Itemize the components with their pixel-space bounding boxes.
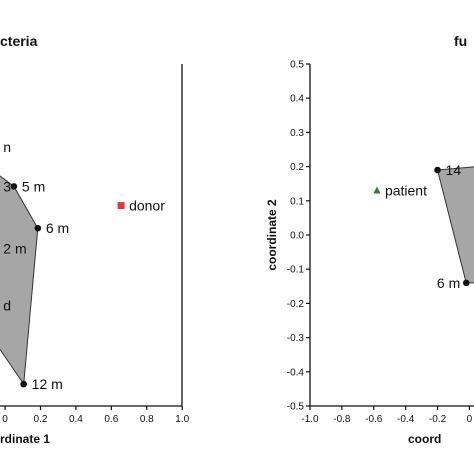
fragment-label: 2 m: [3, 241, 26, 257]
point-label: donor: [129, 198, 165, 214]
y-tick-label: 0.4: [290, 94, 304, 105]
y-tick-label: 0.2: [290, 162, 304, 173]
left-x-axis-title: rdinate 1: [0, 432, 50, 446]
y-tick-label: -0.1: [287, 265, 305, 276]
hull-polygon: [436, 166, 474, 284]
x-tick-label: 1.0: [175, 414, 189, 425]
y-tick-label: -0.4: [287, 367, 305, 378]
x-tick-label: -0.6: [365, 414, 383, 425]
x-tick-label: -0.2: [429, 414, 447, 425]
x-tick-label: 0: [2, 414, 8, 425]
y-tick-label: 0.0: [290, 231, 304, 242]
left-panel: 5 m 6 m 12 m donor n 3 2 m d 0 0.2 0.4 0.6 0.8 1.0 c…: [0, 33, 190, 446]
x-tick-label: 0.2: [34, 414, 48, 425]
point-label: 12 m: [32, 376, 63, 392]
right-panel-title: fu: [454, 33, 467, 49]
right-x-axis-title: coord: [408, 432, 441, 446]
data-point: [20, 380, 27, 388]
hull-polygon: [0, 175, 39, 386]
y-tick-label: 0.3: [290, 128, 304, 139]
x-tick-label: 0.6: [104, 414, 118, 425]
right-plot-area: 14 6 m patient: [373, 162, 474, 291]
point-label: patient: [385, 183, 427, 199]
y-tick-label: -0.3: [287, 333, 305, 344]
y-tick-label: -0.2: [287, 299, 305, 310]
x-tick-label: 0.4: [69, 414, 83, 425]
point-label: 5 m: [22, 178, 45, 194]
data-point-triangle: [373, 186, 381, 194]
data-point: [10, 183, 18, 190]
x-tick-label: 0.8: [140, 414, 154, 425]
right-panel: 14 6 m patient -1.0 -0.8 -0.6 -0.4 -0.2 0 0.5 0.4…: [265, 33, 474, 446]
data-point-square: [117, 202, 125, 210]
y-tick-label: -0.5: [287, 402, 305, 413]
x-tick-label: -0.4: [397, 414, 415, 425]
data-point: [434, 166, 441, 174]
data-point: [34, 224, 42, 232]
point-label: 14: [446, 162, 462, 178]
left-panel-title: cteria: [0, 33, 38, 49]
y-tick-label: 0.1: [290, 196, 304, 207]
right-y-axis-title: coordinate 2: [265, 199, 279, 271]
fragment-label: n: [3, 139, 11, 155]
fragment-label: 3: [3, 178, 11, 194]
left-plot-area: 5 m 6 m 12 m donor n 3 2 m d: [0, 139, 165, 392]
left-axes: 0 0.2 0.4 0.6 0.8 1.0: [0, 64, 190, 425]
x-tick-label: -1.0: [301, 414, 319, 425]
x-tick-label: -0.8: [333, 414, 351, 425]
point-label: 6 m: [437, 275, 460, 291]
fragment-label: d: [3, 297, 11, 313]
y-tick-label: 0.5: [290, 60, 304, 71]
right-axes: -1.0 -0.8 -0.6 -0.4 -0.2 0 0.5 0.4 0.3 0.2 0.1 0.0 -…: [287, 60, 474, 425]
point-label: 6 m: [46, 220, 69, 236]
x-tick-label: 0: [467, 414, 473, 425]
data-point: [462, 279, 470, 287]
